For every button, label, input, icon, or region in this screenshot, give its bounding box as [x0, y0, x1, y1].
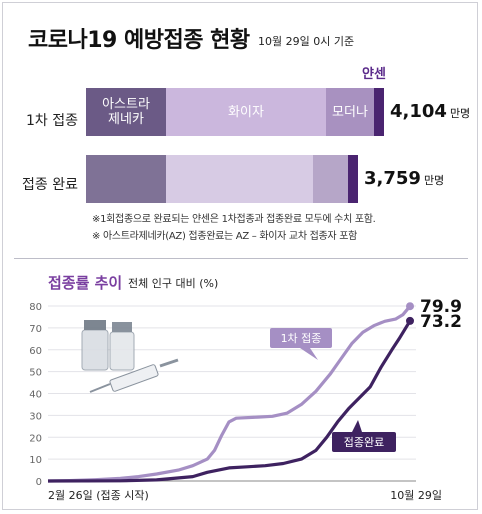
y-tick-label: 40	[29, 390, 42, 401]
segment-label-line1: 아스트라	[102, 97, 150, 112]
series-end-point	[406, 302, 414, 311]
total-unit: 만명	[449, 107, 471, 120]
y-tick-label: 10	[29, 455, 42, 466]
y-axis-ticks: 0 10 20 30 40 50 60 70 80 2월 26일 (접종 시작) 10월 29일	[29, 302, 442, 502]
segment-label: 화이자	[228, 104, 264, 120]
row-label-first-dose: 1차 접종	[26, 113, 78, 129]
x-start-label: 2월 26일 (접종 시작)	[48, 488, 149, 502]
bar-segment-astrazeneca-first: 아스트라 제네카	[86, 88, 166, 136]
total-value: 3,759	[364, 168, 421, 189]
y-tick-label: 20	[29, 433, 42, 444]
page-title: 코로나19 예방접종 현황	[28, 28, 250, 53]
series-end-value: 79.9	[420, 297, 462, 317]
segment-label: 모더나	[332, 104, 368, 120]
bar-segment-janssen-first	[374, 88, 384, 136]
y-tick-label: 80	[29, 302, 42, 313]
vaccine-vials-icon	[81, 320, 135, 371]
y-tick-label: 30	[29, 411, 42, 422]
footnote-janssen: ※1회접종으로 완료되는 얀센은 1차접종과 접종완료 모두에 수치 포함.	[92, 214, 376, 225]
row-label-fully-vaccinated: 접종 완료	[22, 177, 78, 193]
bar-segment-astrazeneca-full	[86, 155, 166, 203]
callout-pointer	[352, 420, 362, 432]
janssen-label: 얀센	[362, 67, 386, 82]
x-end-label: 10월 29일	[390, 488, 442, 502]
bar-segment-pfizer-full	[166, 155, 313, 203]
callout-pointer	[300, 348, 318, 360]
callout-box	[332, 432, 396, 452]
section-divider	[14, 258, 468, 259]
footnote-astrazeneca: ※ 아스트라제네카(AZ) 접종완료는 AZ – 화이자 교차 접종자 포함	[92, 231, 357, 242]
syringe-icon	[89, 358, 179, 393]
series-end-point	[406, 316, 414, 325]
callout-label: 1차 접종	[281, 332, 322, 345]
series-line-first-dose	[47, 305, 412, 483]
callout-box	[270, 328, 332, 348]
bar-segment-janssen-full	[348, 155, 358, 203]
bar-segment-moderna-full	[313, 155, 348, 203]
segment-label-line2: 제네카	[108, 112, 144, 127]
chart-series: 79.973.2	[47, 297, 462, 483]
trend-title: 접종률 추이	[48, 274, 123, 292]
infographic-frame	[2, 2, 478, 510]
reference-date: 10월 29일 0시 기준	[258, 35, 355, 48]
y-tick-label: 60	[29, 346, 42, 357]
fully-vaccinated-total: 3,759 만명	[364, 168, 444, 189]
y-tick-label: 0	[36, 477, 42, 488]
bar-segment-pfizer-first: 화이자	[166, 88, 326, 136]
total-value: 4,104	[390, 101, 447, 122]
callout-first-dose: 1차 접종	[270, 328, 332, 360]
series-end-value: 73.2	[420, 312, 462, 332]
total-unit: 만명	[423, 174, 445, 187]
bar-segment-moderna-first: 모더나	[326, 88, 374, 136]
trend-subtitle: 전체 인구 대비 (%)	[128, 277, 219, 290]
callout-label: 접종완료	[344, 436, 384, 449]
first-dose-total: 4,104 만명	[390, 101, 470, 122]
y-tick-label: 50	[29, 368, 42, 379]
series-line-fully-vaccinated	[47, 320, 412, 483]
y-tick-label: 70	[29, 324, 42, 335]
callout-fully-vaccinated: 접종완료	[332, 420, 396, 452]
